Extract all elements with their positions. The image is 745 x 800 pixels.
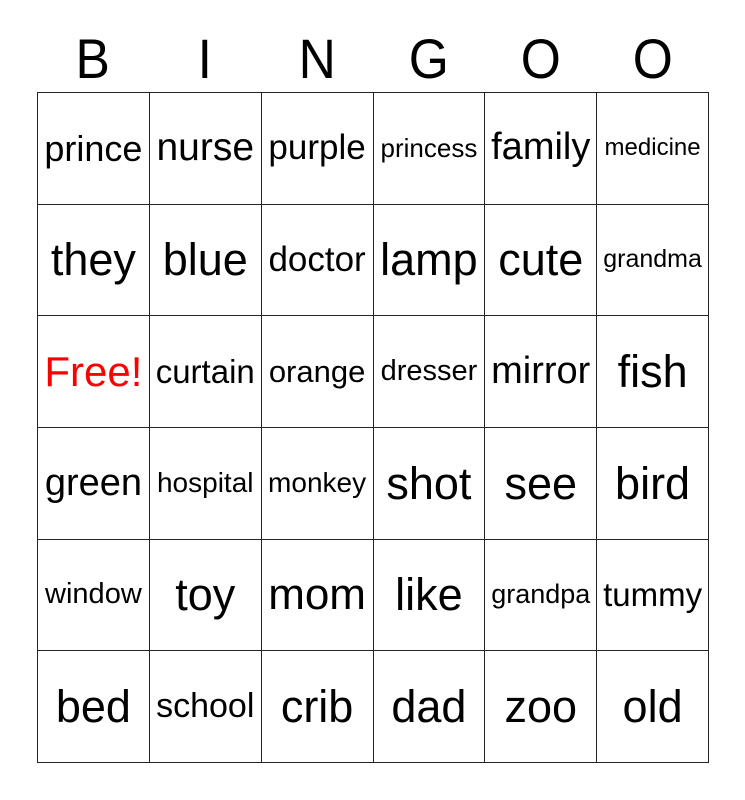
cell-word: orange <box>268 353 366 389</box>
bingo-cell-r4-c1[interactable]: toy <box>149 539 262 652</box>
bingo-grid: prince nurse purple princess family medicine t… <box>37 92 709 764</box>
bingo-cell-r0-c5[interactable]: medicine <box>597 93 709 205</box>
header-letter-i-1: I <box>197 27 213 90</box>
bingo-cell-r3-c4[interactable]: see <box>485 428 598 540</box>
cell-word: lamp <box>380 234 478 286</box>
cell-word: dad <box>391 681 467 733</box>
header-letter-b-0: B <box>75 27 111 90</box>
bingo-cell-r4-c0[interactable]: window <box>38 539 150 652</box>
header-letter-slot: O <box>485 0 597 92</box>
bingo-cell-r3-c3[interactable]: shot <box>373 428 486 540</box>
header-letter-slot: B <box>37 0 149 92</box>
bingo-cell-r3-c1[interactable]: hospital <box>149 428 262 540</box>
header-letter-slot: I <box>149 0 261 92</box>
bingo-cell-r0-c4[interactable]: family <box>485 93 598 205</box>
cell-word: family <box>491 126 591 169</box>
cell-word: school <box>156 687 255 726</box>
cell-word: like <box>395 569 463 621</box>
cell-word: cute <box>498 234 584 286</box>
cell-word: green <box>44 461 143 504</box>
bingo-cell-r2-c3[interactable]: dresser <box>373 316 486 429</box>
bingo-cell-r2-c4[interactable]: mirror <box>485 316 598 429</box>
bingo-cell-r4-c5[interactable]: tummy <box>597 539 709 652</box>
bingo-cell-r2-c2[interactable]: orange <box>261 316 374 429</box>
cell-word: medicine <box>604 134 701 162</box>
bingo-cell-r5-c4[interactable]: zoo <box>485 651 598 764</box>
cell-word: see <box>504 457 578 509</box>
bingo-cell-r5-c0[interactable]: bed <box>38 651 150 764</box>
cell-word: toy <box>175 569 236 621</box>
header-letter-slot: G <box>373 0 485 92</box>
bingo-cell-r5-c5[interactable]: old <box>597 651 709 764</box>
cell-word: shot <box>386 457 472 509</box>
bingo-cell-r0-c1[interactable]: nurse <box>149 93 262 205</box>
cell-word: purple <box>268 128 366 168</box>
bingo-card: B I N G O O prince nurse purple princess family me… <box>37 0 709 764</box>
bingo-cell-r5-c1[interactable]: school <box>149 651 262 764</box>
bingo-cell-r1-c5[interactable]: grandma <box>597 204 709 317</box>
cell-word: monkey <box>268 467 367 498</box>
bingo-cell-r1-c1[interactable]: blue <box>149 204 262 317</box>
bingo-cell-r1-c2[interactable]: doctor <box>261 204 374 317</box>
cell-word: old <box>622 681 683 733</box>
bingo-cell-r4-c3[interactable]: like <box>373 539 486 652</box>
cell-word: nurse <box>156 125 255 169</box>
header-letter-slot: O <box>597 0 709 92</box>
header-letter-n-2: N <box>298 27 336 90</box>
bingo-cell-r1-c3[interactable]: lamp <box>373 204 486 317</box>
cell-word: curtain <box>155 352 255 390</box>
cell-word: hospital <box>156 467 254 498</box>
cell-word: doctor <box>268 239 366 279</box>
bingo-cell-r3-c5[interactable]: bird <box>597 428 709 540</box>
cell-word: crib <box>280 681 354 733</box>
cell-word: grandma <box>603 245 702 274</box>
bingo-cell-r2-c1[interactable]: curtain <box>149 316 262 429</box>
cell-word: mom <box>268 569 366 619</box>
bingo-cell-r1-c4[interactable]: cute <box>485 204 598 317</box>
bingo-cell-r4-c2[interactable]: mom <box>261 539 374 652</box>
cell-word: bed <box>55 681 131 733</box>
cell-word: princess <box>380 133 478 164</box>
cell-word: zoo <box>504 681 578 733</box>
bingo-cell-r1-c0[interactable]: they <box>38 204 150 317</box>
cell-word: bird <box>615 457 691 509</box>
header-letter-slot: N <box>261 0 373 92</box>
bingo-cell-r0-c0[interactable]: prince <box>38 93 150 205</box>
cell-word: tummy <box>603 575 703 613</box>
cell-word: window <box>45 578 142 611</box>
bingo-cell-r5-c2[interactable]: crib <box>261 651 374 764</box>
cell-word: blue <box>162 234 248 286</box>
bingo-cell-r2-c5[interactable]: fish <box>597 316 709 429</box>
cell-word: they <box>50 234 136 286</box>
bingo-cell-r4-c4[interactable]: grandpa <box>485 539 598 652</box>
cell-word: mirror <box>491 349 591 392</box>
cell-word: grandpa <box>491 579 591 610</box>
header-letter-g-3: G <box>408 27 450 90</box>
free-cell[interactable]: Free! <box>38 316 150 429</box>
bingo-cell-r0-c2[interactable]: purple <box>261 93 374 205</box>
bingo-cell-r0-c3[interactable]: princess <box>373 93 486 205</box>
free-cell-label: Free! <box>44 347 143 395</box>
cell-word: dresser <box>380 354 478 387</box>
bingo-cell-r3-c0[interactable]: green <box>38 428 150 540</box>
bingo-cell-r3-c2[interactable]: monkey <box>261 428 374 540</box>
bingo-cell-r5-c3[interactable]: dad <box>373 651 486 764</box>
header-letter-o-5: O <box>632 27 674 90</box>
cell-word: fish <box>617 345 688 397</box>
cell-word: prince <box>44 127 143 169</box>
header-letter-o-4: O <box>520 27 562 90</box>
